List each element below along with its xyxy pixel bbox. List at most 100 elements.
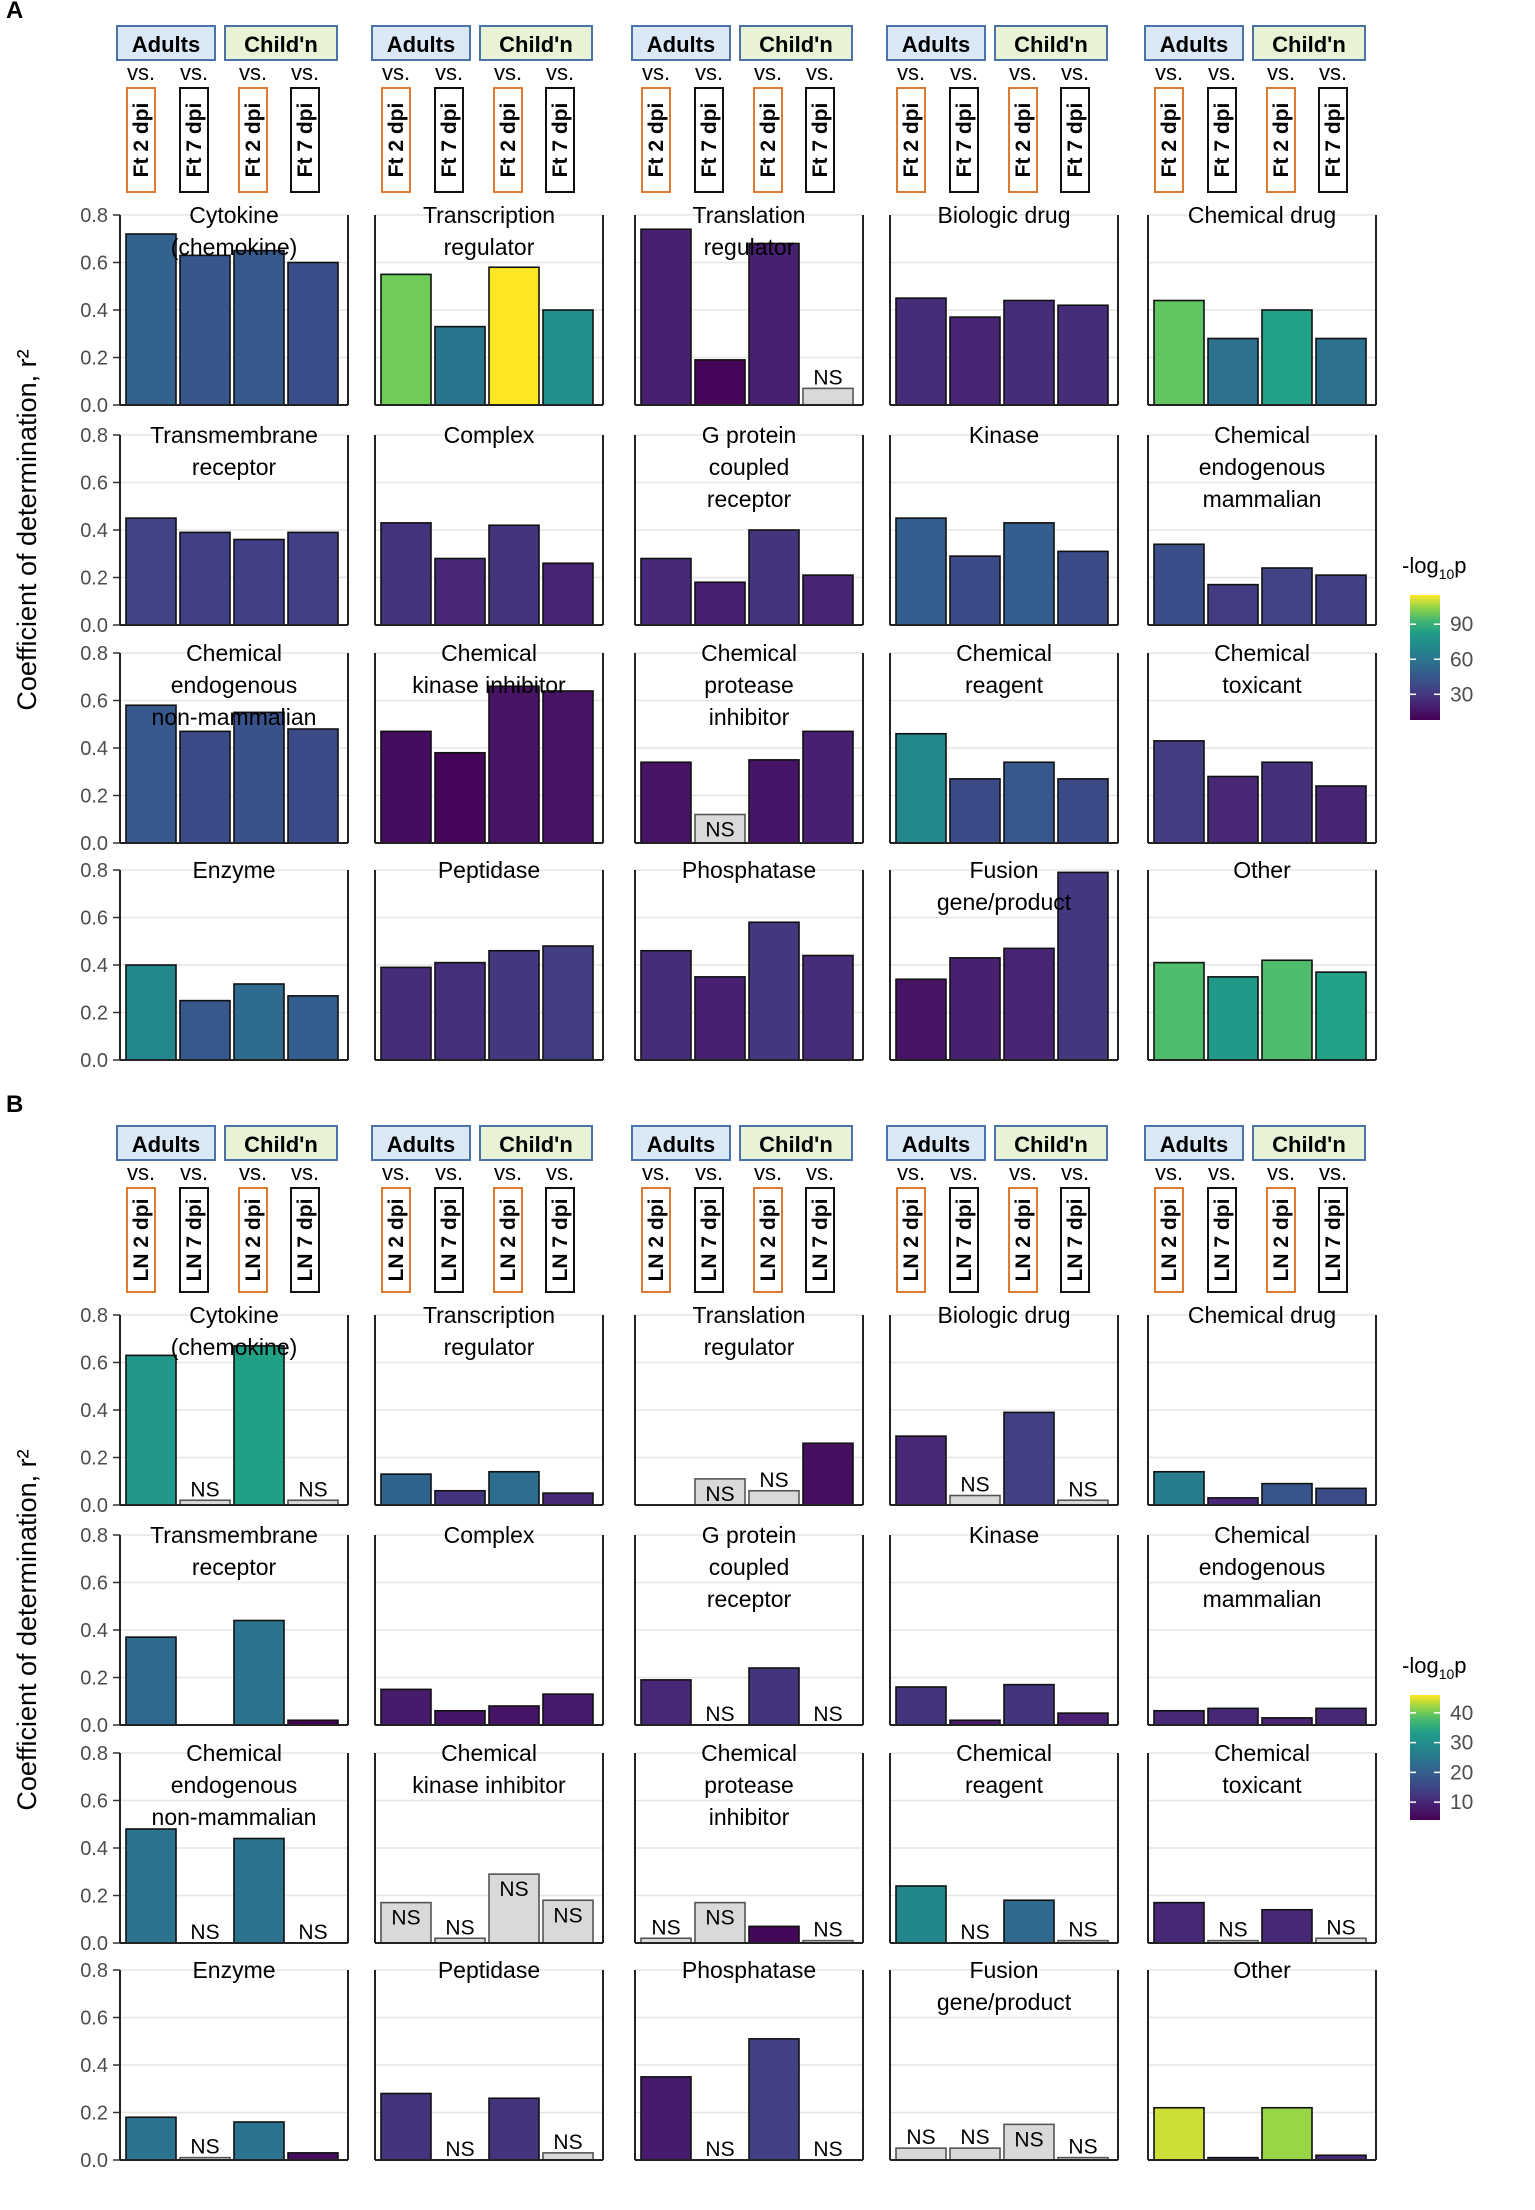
ns-label: NS [1218, 1919, 1247, 1942]
vs-label: vs. [1155, 1160, 1183, 1185]
ns-label: NS [1068, 2136, 1097, 2159]
tissue-label: LN 2 dpi [385, 1199, 408, 1282]
vs-label: vs. [695, 1160, 723, 1185]
tissue-box [493, 87, 523, 193]
facet-title: Phosphatase [682, 857, 816, 883]
group-box [1252, 1125, 1366, 1161]
tissue-box [179, 1187, 209, 1293]
facet-title: mammalian [1203, 1586, 1322, 1612]
facet-title: Chemical [1214, 422, 1310, 448]
tissue-label: Ft 2 dpi [130, 103, 153, 178]
tissue-label: Ft 7 dpi [698, 103, 721, 178]
bar [895, 297, 947, 406]
facet-title: Other [1233, 1957, 1291, 1983]
bar [179, 730, 231, 844]
tissue-label: LN 2 dpi [1012, 1199, 1035, 1282]
legend-tick-label: 30 [1450, 1732, 1473, 1755]
ns-label: NS [553, 1904, 582, 1927]
bar [1207, 1497, 1259, 1506]
panel-a-facet-11: 0.0 0.2 0.4 0.6 0.8 Chemical endogenous non-mam… [80, 640, 349, 855]
bar [748, 1667, 800, 1726]
tissue-box [641, 87, 671, 193]
bar [125, 517, 177, 626]
y-tick-label: 0.8 [80, 205, 108, 227]
ns-label: NS [651, 1916, 680, 1939]
bar [1315, 1707, 1367, 1726]
bar [1207, 775, 1259, 844]
facet-title: Chemical [441, 640, 537, 666]
y-tick-label: 0.0 [80, 1050, 108, 1072]
y-tick-label: 0.8 [80, 1960, 108, 1982]
tissue-box [434, 1187, 464, 1293]
y-tick-label: 0.0 [80, 1495, 108, 1517]
panel-b-facet-8: NS NS G protein coupled receptor [634, 1522, 864, 1726]
facet-title: Enzyme [192, 857, 275, 883]
bar [949, 778, 1001, 844]
vs-label: vs. [1061, 1160, 1089, 1185]
facet-title: inhibitor [709, 704, 790, 730]
panel-a-facet-10: Chemical endogenous mammalian [1147, 422, 1377, 626]
ns-label: NS [705, 1483, 734, 1506]
vs-label: vs. [382, 60, 410, 85]
legend-tick-label: 30 [1450, 683, 1473, 706]
facet-title: reagent [965, 672, 1044, 698]
ns-label: NS [906, 2126, 935, 2149]
bar [1261, 1908, 1313, 1944]
y-tick-label: 0.4 [80, 1620, 108, 1642]
bar [434, 1489, 486, 1506]
vs-label: vs. [897, 1160, 925, 1185]
facet-title: reagent [965, 1772, 1044, 1798]
bar [1153, 543, 1205, 626]
group-box [224, 1125, 338, 1161]
panel-b-facet-14: NS NS Chemical reagent [889, 1740, 1119, 1944]
bar [380, 273, 432, 406]
vs-label: vs. [1208, 60, 1236, 85]
ns-label: NS [813, 1919, 842, 1942]
tissue-label: Ft 7 dpi [809, 103, 832, 178]
group-box [994, 1125, 1108, 1161]
ns-label: NS [298, 1478, 327, 1501]
group-box [739, 1125, 853, 1161]
group-label: Adults [902, 1132, 970, 1157]
ns-label: NS [1068, 1478, 1097, 1501]
vs-label: vs. [754, 60, 782, 85]
panel-a-facet-14: Chemical reagent [889, 640, 1119, 844]
bar [748, 242, 800, 406]
legend-tick-label: 60 [1450, 648, 1473, 671]
tissue-box [1154, 87, 1184, 193]
ns-label: NS [813, 1703, 842, 1726]
panel-a-facet-4: Biologic drug [889, 202, 1119, 406]
facet-title: Complex [444, 422, 535, 448]
bar [125, 1828, 177, 1944]
y-tick-label: 0.6 [80, 253, 108, 275]
facet-title: Chemical drug [1188, 202, 1336, 228]
bar [488, 949, 540, 1061]
bar [640, 1679, 692, 1726]
bar [949, 957, 1001, 1061]
tissue-box [805, 87, 835, 193]
tissue-label: Ft 7 dpi [294, 103, 317, 178]
vs-label: vs. [1009, 60, 1037, 85]
facet-title: endogenous [171, 672, 298, 698]
bar [895, 1885, 947, 1944]
y-tick-label: 0.8 [80, 860, 108, 882]
bar [1057, 304, 1109, 406]
bar [895, 1686, 947, 1726]
bar [488, 1705, 540, 1726]
legend-tick-label: 90 [1450, 613, 1473, 636]
bar [1315, 785, 1367, 844]
tissue-label: Ft 7 dpi [1064, 103, 1087, 178]
vs-label: vs. [239, 60, 267, 85]
bar [380, 1901, 432, 1944]
vs-label: vs. [435, 60, 463, 85]
panel-b-facet-20: Other [1147, 1957, 1377, 2161]
y-tick-label: 0.6 [80, 1573, 108, 1595]
tissue-box [434, 87, 464, 193]
facet-title: (chemokine) [171, 234, 298, 260]
tissue-box [126, 1187, 156, 1293]
bar [694, 1901, 746, 1944]
bar [1153, 961, 1205, 1061]
bar [542, 2152, 594, 2161]
bar [1261, 2106, 1313, 2161]
tissue-box [238, 87, 268, 193]
